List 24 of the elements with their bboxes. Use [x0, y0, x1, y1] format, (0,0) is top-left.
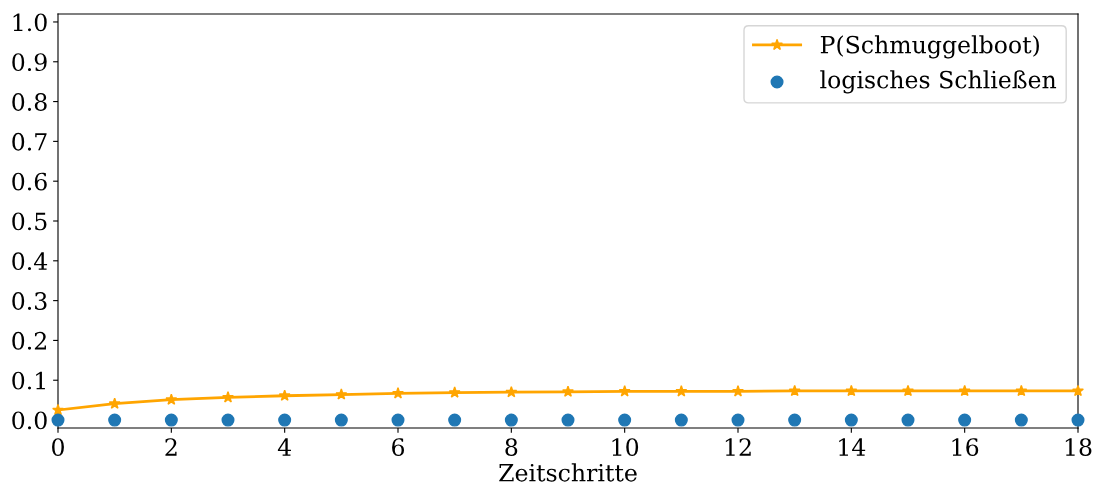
y-tick-label: 0.2 — [12, 331, 46, 350]
y-tick-label: 0.8 — [12, 93, 47, 111]
x-tick-label: 10 — [612, 438, 639, 456]
x-tick-label: 4 — [277, 438, 291, 456]
x-tick-label: 16 — [952, 438, 979, 456]
y-tick-label: 0.4 — [12, 252, 48, 271]
legend-label: P(Schmuggelboot) — [820, 35, 1039, 59]
y-tick-label: 0.7 — [12, 132, 47, 151]
x-tick-label: 8 — [505, 438, 518, 456]
y-tick-label: 0.5 — [12, 212, 47, 231]
y-tick-label: 0.0 — [12, 411, 47, 430]
x-tick-label: 18 — [1065, 438, 1092, 456]
x-tick-label: 2 — [165, 438, 177, 456]
legend-label: logisches Schließen — [820, 70, 1057, 94]
x-axis-title: Zeitschritte — [499, 463, 637, 482]
x-tick-label: 6 — [392, 438, 405, 456]
y-tick-label: 0.6 — [12, 172, 47, 191]
y-tick-label: 0.3 — [12, 292, 47, 310]
x-tick-label: 12 — [725, 438, 751, 456]
y-tick-label: 0.9 — [12, 53, 47, 72]
x-tick-label: 14 — [839, 438, 866, 456]
y-tick-label: 1.0 — [13, 13, 47, 32]
y-tick-label: 0.1 — [12, 371, 45, 390]
x-tick-label: 0 — [52, 438, 64, 456]
